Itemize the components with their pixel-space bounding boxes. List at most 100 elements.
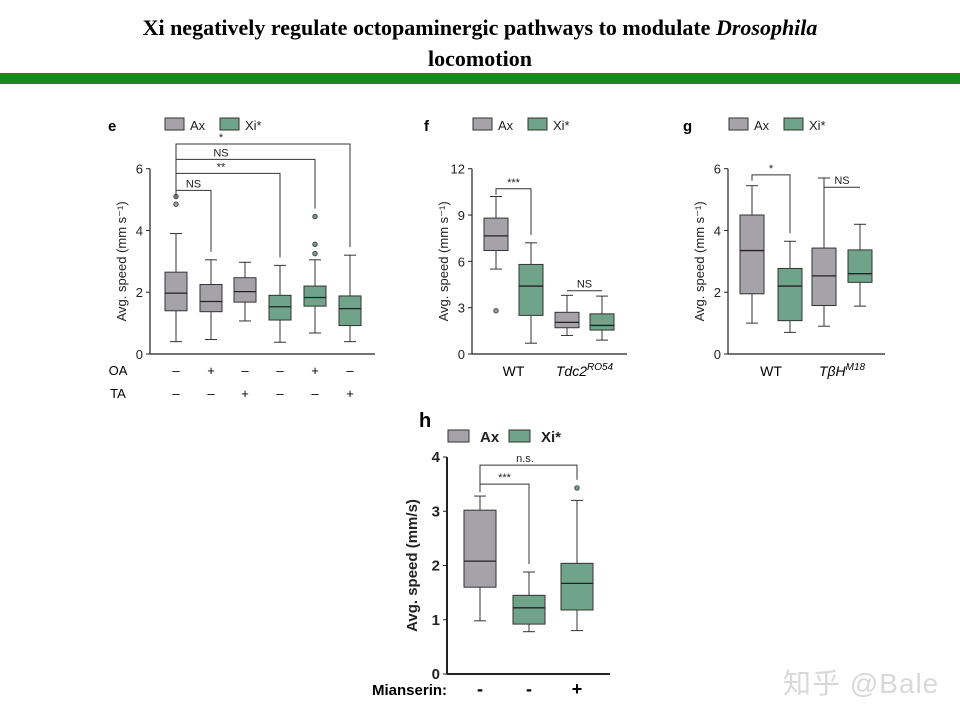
category-superscript: RO54	[587, 362, 614, 373]
legend-label: Ax	[480, 429, 500, 446]
significance-label: n.s.	[516, 453, 534, 465]
legend-label: Xi*	[541, 429, 561, 446]
legend-swatch-xi	[508, 429, 531, 443]
condition-mark: -	[477, 679, 483, 699]
category-label: WT	[503, 363, 525, 379]
significance-label: *	[769, 163, 774, 175]
box-4	[589, 295, 615, 341]
panel-label: e	[108, 118, 116, 135]
box-3	[560, 485, 594, 632]
y-axis-label: Avg. speed (mm/s)	[404, 499, 421, 632]
legend-swatch-ax	[472, 117, 493, 131]
box-1	[463, 495, 497, 622]
box-3	[554, 294, 580, 336]
box-iqr	[777, 267, 803, 322]
y-tick-label: 0	[458, 347, 465, 362]
y-tick-label: 6	[458, 254, 465, 269]
y-tick-label: 6	[136, 162, 143, 177]
box-iqr	[847, 249, 873, 283]
panel-label: h	[419, 410, 431, 432]
panel-label: g	[683, 118, 692, 135]
y-tick-label: 12	[451, 162, 465, 177]
box-iqr	[739, 214, 765, 295]
box-iqr	[483, 217, 509, 252]
significance-label: NS	[577, 279, 592, 291]
y-tick-label: 0	[432, 666, 440, 683]
box-iqr	[518, 263, 544, 316]
box-iqr	[560, 562, 594, 611]
condition-mark: –	[207, 386, 215, 401]
panel-f: f Ax Xi* 0 3 6 9 12 Avg. speed (mm s⁻¹) WT Tdc2RO5…	[424, 117, 627, 379]
condition-mark: –	[172, 363, 180, 378]
box-2	[512, 571, 546, 633]
y-tick-label: 0	[714, 347, 721, 362]
condition-mark: –	[276, 386, 284, 401]
outlier-point	[312, 241, 318, 248]
panel-h: h Ax Xi* 0 1 2 3 4 Avg. speed (mm/s) - - + Mianserin…	[372, 410, 610, 699]
legend-swatch-xi	[527, 117, 548, 131]
box-5	[303, 213, 327, 334]
condition-mark: –	[311, 386, 319, 401]
legend-label: Ax	[754, 118, 770, 133]
panel-label: f	[424, 118, 430, 135]
box-iqr	[512, 594, 546, 625]
y-tick-label: 4	[432, 449, 441, 466]
box-iqr	[463, 509, 497, 588]
box-2	[777, 240, 803, 333]
significance-bracket	[479, 464, 578, 480]
y-tick-label: 2	[714, 285, 721, 300]
category-label: WT	[760, 363, 782, 379]
condition-mark: –	[172, 386, 180, 401]
category-label: Tdc2RO54	[556, 362, 614, 379]
title-divider	[0, 73, 960, 84]
y-axis-label: Avg. speed (mm s⁻¹)	[436, 201, 451, 321]
panel-e: e Ax Xi* 0 2 4 6 Avg. speed (mm s⁻¹) – – + – – + – – + – –…	[108, 117, 375, 401]
legend-label: Ax	[190, 118, 206, 133]
box-iqr	[164, 271, 188, 312]
legend-label: Ax	[498, 118, 514, 133]
box-iqr	[199, 284, 223, 313]
y-tick-label: 3	[432, 503, 440, 520]
condition-mark: –	[241, 363, 249, 378]
condition-mark: +	[346, 386, 354, 401]
box-iqr	[233, 277, 257, 303]
outlier-point	[173, 201, 179, 207]
outlier-point	[493, 308, 499, 314]
slide-title: Xi negatively regulate octopaminergic pa…	[0, 12, 960, 74]
condition-mark: +	[311, 363, 319, 378]
y-tick-label: 6	[714, 162, 721, 177]
outlier-point	[312, 250, 318, 257]
y-tick-label: 2	[136, 285, 143, 300]
category-superscript: M18	[846, 362, 866, 373]
y-tick-label: 2	[432, 558, 440, 575]
significance-bracket	[495, 188, 532, 235]
legend-label: Xi*	[809, 118, 826, 133]
significance-bracket	[751, 174, 791, 234]
box-iqr	[338, 295, 362, 327]
box-iqr	[554, 311, 580, 329]
significance-label: NS	[186, 178, 201, 190]
panel-g: g Ax Xi* 0 2 4 6 Avg. speed (mm s⁻¹) WT TβHM18 * NS	[683, 117, 885, 379]
significance-bracket	[175, 189, 212, 252]
box-iqr	[268, 294, 292, 321]
y-tick-label: 4	[714, 223, 721, 238]
legend-swatch-ax	[728, 117, 749, 131]
legend-label: Xi*	[553, 118, 570, 133]
legend-swatch-xi	[783, 117, 804, 131]
condition-mark: -	[526, 679, 532, 699]
condition-mark: +	[207, 363, 215, 378]
significance-label: **	[217, 161, 226, 173]
condition-mark: –	[346, 363, 354, 378]
row-label: TA	[110, 386, 126, 401]
box-2	[518, 242, 544, 344]
y-axis-label: Avg. speed (mm s⁻¹)	[114, 201, 129, 321]
row-label: OA	[109, 363, 128, 378]
row-label: Mianserin:	[372, 682, 447, 699]
outlier-point	[312, 213, 318, 220]
category-label: TβHM18	[819, 362, 866, 379]
y-tick-label: 4	[136, 223, 143, 238]
significance-label: *	[219, 132, 224, 144]
outlier-point	[574, 485, 580, 491]
legend-swatch-ax	[164, 117, 185, 131]
box-1	[739, 185, 765, 324]
